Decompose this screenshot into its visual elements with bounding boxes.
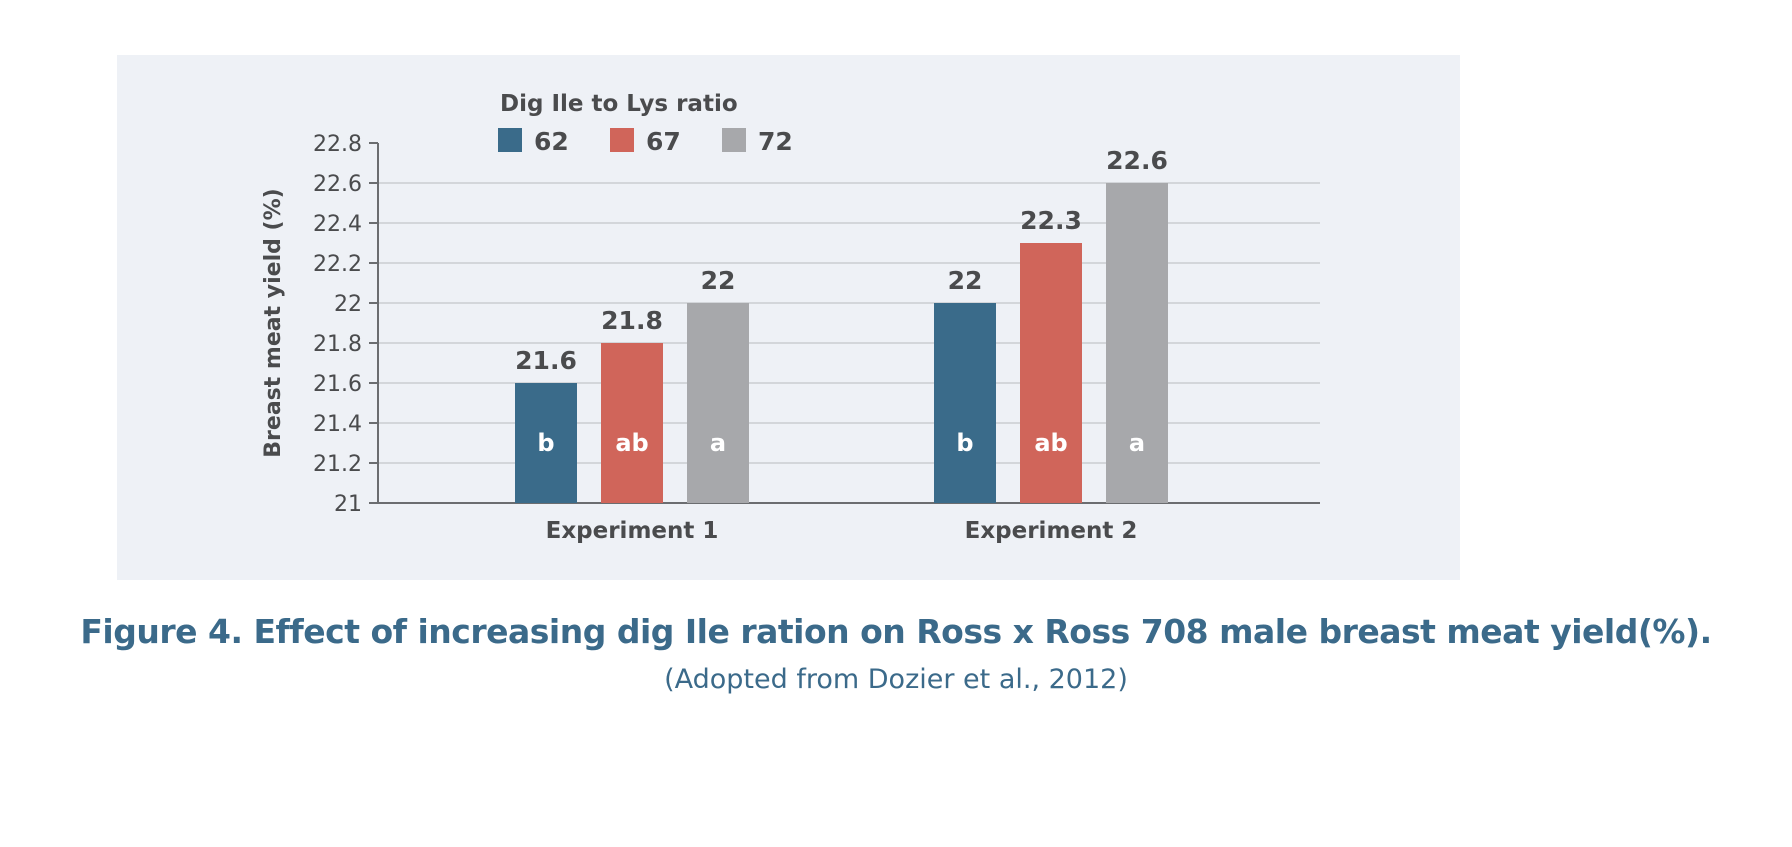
bar (687, 303, 749, 503)
significance-letter: b (537, 429, 554, 457)
legend-label: 67 (646, 127, 681, 156)
bar-value-label: 22.3 (1020, 206, 1082, 235)
legend-swatch (610, 128, 634, 152)
significance-letter: a (1129, 429, 1145, 457)
y-tick-label: 21 (334, 492, 362, 517)
bar (515, 383, 577, 503)
legend-title: Dig Ile to Lys ratio (500, 91, 738, 117)
x-category-label: Experiment 2 (965, 518, 1138, 544)
significance-letter: ab (615, 429, 648, 457)
legend-label: 72 (758, 127, 793, 156)
legend-swatch (498, 128, 522, 152)
y-tick-label: 22.2 (313, 252, 362, 277)
y-tick-label: 22.6 (313, 172, 362, 197)
chart-panel (117, 55, 1460, 580)
bar-value-label: 22 (701, 266, 736, 295)
y-axis-label: Breast meat yield (%) (261, 188, 286, 457)
bar (1106, 183, 1168, 503)
y-tick-label: 21.8 (313, 332, 362, 357)
significance-letter: ab (1034, 429, 1067, 457)
y-tick-label: 21.4 (313, 412, 362, 437)
bar-value-label: 21.8 (601, 306, 663, 335)
bar-value-label: 22.6 (1106, 146, 1168, 175)
legend-swatch (722, 128, 746, 152)
significance-letter: a (710, 429, 726, 457)
y-tick-label: 21.6 (313, 372, 362, 397)
legend-label: 62 (534, 127, 569, 156)
significance-letter: b (956, 429, 973, 457)
bar-value-label: 21.6 (515, 346, 577, 375)
y-tick-label: 22.8 (313, 132, 362, 157)
y-tick-label: 21.2 (313, 452, 362, 477)
y-tick-label: 22 (334, 292, 362, 317)
figure-source: (Adopted from Dozier et al., 2012) (664, 664, 1128, 695)
bar (1020, 243, 1082, 503)
y-tick-label: 22.4 (313, 212, 362, 237)
bar (934, 303, 996, 503)
bar-value-label: 22 (948, 266, 983, 295)
x-category-label: Experiment 1 (546, 518, 719, 544)
figure-caption: Figure 4. Effect of increasing dig Ile r… (80, 612, 1712, 651)
bar (601, 343, 663, 503)
